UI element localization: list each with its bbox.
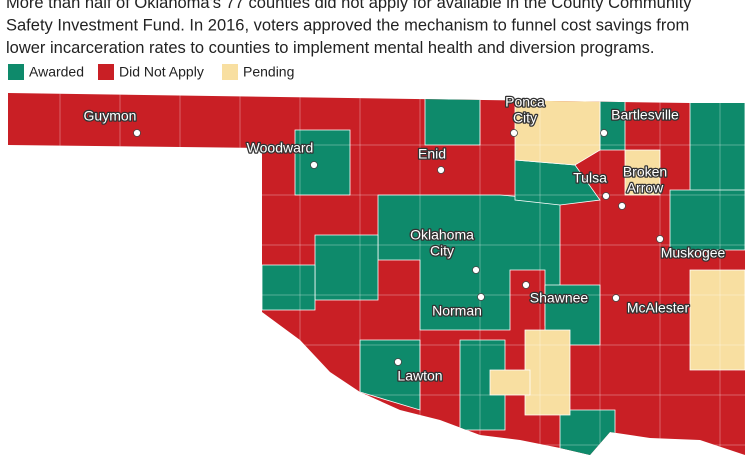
- city-dot: [612, 294, 620, 302]
- county-region: [669, 189, 745, 251]
- county-region: [524, 329, 571, 416]
- legend-swatch: [8, 64, 24, 80]
- city-label: Oklahoma: [410, 227, 474, 243]
- county-region: [689, 269, 745, 371]
- city-label: Woodward: [247, 140, 314, 156]
- city-dot: [510, 129, 518, 137]
- city-dot: [600, 129, 608, 137]
- city-label: Lawton: [397, 368, 442, 384]
- county-region: [559, 409, 616, 455]
- city-label: Guymon: [84, 108, 137, 124]
- intro-text: Safety Investment Fund. In 2016, voters …: [6, 17, 689, 35]
- legend-label: Pending: [243, 64, 294, 80]
- city-label: Shawnee: [530, 290, 589, 306]
- legend-label: Did Not Apply: [119, 64, 204, 80]
- county-region: [424, 94, 481, 146]
- county-region: [689, 99, 745, 201]
- city-dot: [310, 161, 318, 169]
- city-label: Broken: [623, 164, 667, 180]
- city-dot: [522, 281, 530, 289]
- legend-swatch: [98, 64, 114, 80]
- city-label: Enid: [418, 146, 446, 162]
- legend-label: Awarded: [29, 64, 84, 80]
- city-label: Bartlesville: [611, 107, 679, 123]
- intro-text: More than half of Oklahoma's 77 counties…: [6, 0, 692, 12]
- city-dot: [472, 266, 480, 274]
- city-label: City: [513, 110, 537, 126]
- county-region: [459, 339, 506, 431]
- intro-text: lower incarceration rates to counties to…: [6, 39, 654, 57]
- city-label: Muskogee: [661, 245, 726, 261]
- county-map: [8, 93, 745, 455]
- legend-swatch: [222, 64, 238, 80]
- city-dot: [394, 358, 402, 366]
- city-label: Tulsa: [573, 170, 607, 186]
- city-label: Ponca: [505, 94, 545, 110]
- city-dot: [618, 202, 626, 210]
- city-label: McAlester: [627, 300, 690, 316]
- city-label: City: [430, 243, 454, 259]
- city-dot: [602, 192, 610, 200]
- city-label: Norman: [432, 303, 482, 319]
- county-region: [489, 369, 531, 396]
- city-dot: [477, 293, 485, 301]
- city-dot: [133, 129, 141, 137]
- city-label: Arrow: [627, 180, 664, 196]
- county-region: [261, 264, 316, 311]
- city-dot: [656, 235, 664, 243]
- city-dot: [437, 166, 445, 174]
